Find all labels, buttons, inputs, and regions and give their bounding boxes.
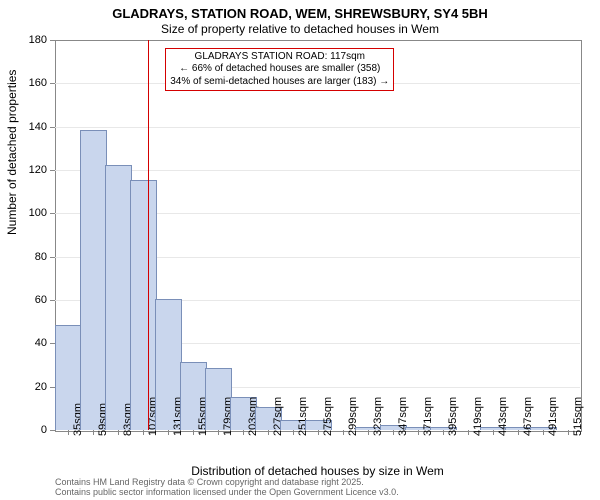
chart-title-main: GLADRAYS, STATION ROAD, WEM, SHREWSBURY,… (0, 6, 600, 21)
x-tick-label: 419sqm (472, 397, 484, 436)
x-tick (443, 430, 444, 435)
attribution-line2: Contains public sector information licen… (55, 488, 399, 498)
x-tick (243, 430, 244, 435)
y-tick (50, 387, 55, 388)
annotation-line: GLADRAYS STATION ROAD: 117sqm (170, 51, 389, 64)
y-tick-label: 20 (35, 381, 47, 393)
x-tick-label: 443sqm (497, 397, 509, 436)
annotation-box: GLADRAYS STATION ROAD: 117sqm← 66% of de… (165, 48, 394, 92)
x-tick-label: 323sqm (372, 397, 384, 436)
x-tick (418, 430, 419, 435)
property-marker-line (148, 40, 149, 430)
x-axis-title: Distribution of detached houses by size … (55, 464, 580, 478)
y-tick-label: 80 (35, 251, 47, 263)
x-tick (168, 430, 169, 435)
annotation-line: ← 66% of detached houses are smaller (35… (170, 63, 389, 76)
y-tick-label: 180 (29, 34, 47, 46)
x-tick (143, 430, 144, 435)
y-tick (50, 430, 55, 431)
annotation-line: 34% of semi-detached houses are larger (… (170, 76, 389, 89)
y-tick (50, 213, 55, 214)
y-tick-label: 120 (29, 164, 47, 176)
x-tick (493, 430, 494, 435)
x-tick-label: 251sqm (297, 397, 309, 436)
histogram-bar (80, 130, 107, 430)
y-tick-label: 140 (29, 121, 47, 133)
x-tick-label: 227sqm (272, 397, 284, 436)
y-axis-title: Number of detached properties (5, 70, 19, 235)
y-tick (50, 343, 55, 344)
x-tick (268, 430, 269, 435)
y-tick (50, 83, 55, 84)
chart-title-sub: Size of property relative to detached ho… (0, 22, 600, 36)
x-tick (318, 430, 319, 435)
y-tick-label: 0 (41, 424, 47, 436)
grid-line (55, 170, 580, 171)
x-tick (68, 430, 69, 435)
x-tick (543, 430, 544, 435)
y-tick-label: 100 (29, 207, 47, 219)
x-tick-label: 467sqm (522, 397, 534, 436)
x-tick (293, 430, 294, 435)
x-tick-label: 299sqm (347, 397, 359, 436)
x-tick-label: 491sqm (547, 397, 559, 436)
x-tick (393, 430, 394, 435)
y-tick (50, 127, 55, 128)
x-tick-label: 347sqm (397, 397, 409, 436)
x-tick (468, 430, 469, 435)
x-tick (218, 430, 219, 435)
x-tick-label: 515sqm (572, 397, 584, 436)
plot-area: 02040608010012014016018035sqm59sqm83sqm1… (55, 40, 580, 430)
x-tick (518, 430, 519, 435)
x-tick (93, 430, 94, 435)
y-tick (50, 300, 55, 301)
y-tick (50, 257, 55, 258)
y-tick (50, 40, 55, 41)
x-tick-label: 371sqm (422, 397, 434, 436)
x-tick-label: 275sqm (322, 397, 334, 436)
x-tick-label: 395sqm (447, 397, 459, 436)
x-tick (118, 430, 119, 435)
y-tick-label: 160 (29, 77, 47, 89)
grid-line (55, 127, 580, 128)
histogram-bar (130, 180, 157, 430)
y-tick (50, 170, 55, 171)
y-tick-label: 40 (35, 337, 47, 349)
x-tick (193, 430, 194, 435)
y-tick-label: 60 (35, 294, 47, 306)
attribution: Contains HM Land Registry data © Crown c… (55, 478, 399, 498)
x-tick (368, 430, 369, 435)
histogram-bar (105, 165, 132, 430)
x-tick (568, 430, 569, 435)
x-tick (343, 430, 344, 435)
